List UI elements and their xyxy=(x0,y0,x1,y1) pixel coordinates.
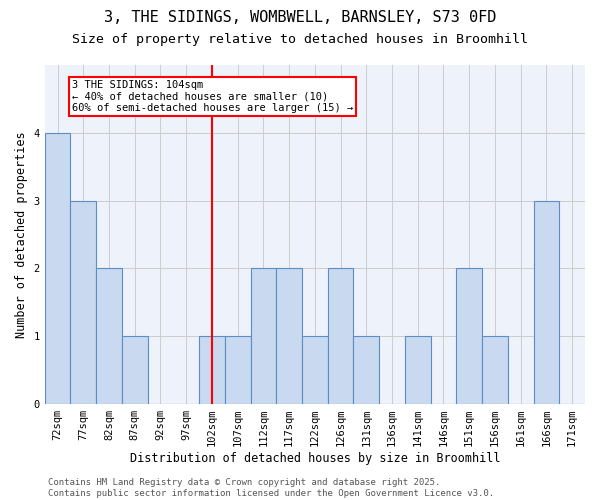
Bar xyxy=(70,200,96,404)
Bar xyxy=(44,133,70,404)
Text: 3 THE SIDINGS: 104sqm
← 40% of detached houses are smaller (10)
60% of semi-deta: 3 THE SIDINGS: 104sqm ← 40% of detached … xyxy=(71,80,353,113)
Bar xyxy=(276,268,302,404)
Y-axis label: Number of detached properties: Number of detached properties xyxy=(15,131,28,338)
Bar xyxy=(405,336,431,404)
Bar xyxy=(199,336,225,404)
X-axis label: Distribution of detached houses by size in Broomhill: Distribution of detached houses by size … xyxy=(130,452,500,465)
Bar xyxy=(96,268,122,404)
Bar xyxy=(533,200,559,404)
Bar xyxy=(302,336,328,404)
Bar xyxy=(225,336,251,404)
Bar xyxy=(457,268,482,404)
Bar xyxy=(328,268,353,404)
Bar xyxy=(353,336,379,404)
Bar xyxy=(482,336,508,404)
Text: 3, THE SIDINGS, WOMBWELL, BARNSLEY, S73 0FD: 3, THE SIDINGS, WOMBWELL, BARNSLEY, S73 … xyxy=(104,10,496,25)
Text: Contains HM Land Registry data © Crown copyright and database right 2025.
Contai: Contains HM Land Registry data © Crown c… xyxy=(48,478,494,498)
Bar xyxy=(122,336,148,404)
Bar xyxy=(251,268,276,404)
Text: Size of property relative to detached houses in Broomhill: Size of property relative to detached ho… xyxy=(72,32,528,46)
